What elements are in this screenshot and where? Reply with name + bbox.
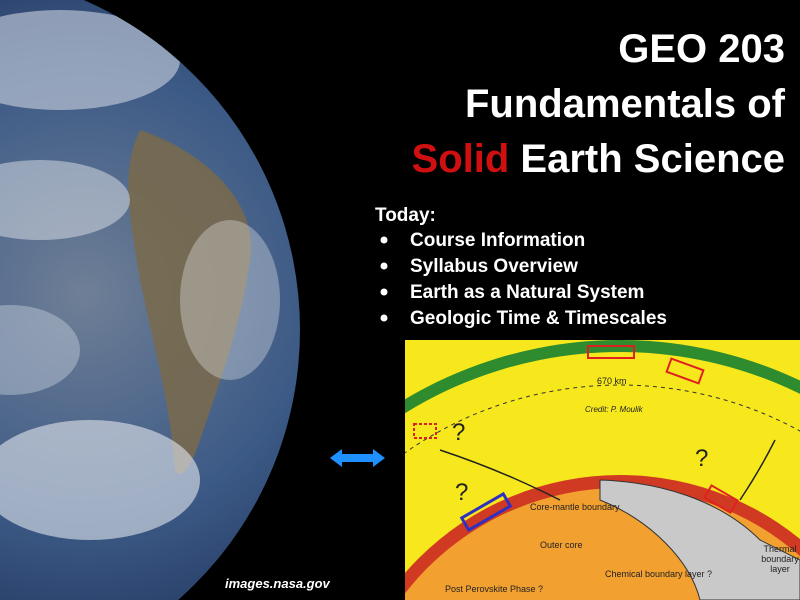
earth-photo [0, 0, 300, 600]
agenda-item: Course Information [410, 230, 585, 251]
title: Solid Earth Science [412, 137, 785, 181]
title-rest: Earth Science [520, 137, 785, 181]
title: Fundamentals of [465, 82, 786, 126]
double-arrow [330, 449, 385, 467]
agenda-item: Syllabus Overview [410, 256, 578, 277]
question-mark: ? [695, 445, 708, 472]
title-red: Solid [412, 137, 510, 181]
agenda-item: Earth as a Natural System [410, 282, 644, 303]
question-mark: ? [455, 479, 468, 506]
depth-label: 670 km [597, 376, 627, 386]
diagram-label: Outer core [540, 540, 583, 550]
agenda-item: Geologic Time & Timescales [410, 308, 667, 329]
title: GEO 203 [618, 27, 785, 71]
agenda-list: Course Information Syllabus Overview Earth… [380, 230, 667, 329]
question-mark: ? [452, 419, 465, 446]
diagram-label: Post Perovskite Phase ? [445, 584, 543, 594]
bullet [380, 262, 388, 270]
diagram-label: Chemical boundary layer ? [605, 569, 712, 579]
bullet [380, 288, 388, 296]
earth-interior-diagram [405, 340, 800, 600]
diagram-label: Thermal boundary layer [761, 544, 799, 574]
agenda-heading: Today: [375, 205, 436, 226]
diagram-labels: 670 km Credit: P. Moulik ? ? ? Core-mant… [445, 376, 799, 594]
bullet [380, 314, 388, 322]
diagram-credit: Credit: P. Moulik [585, 405, 644, 414]
bullet [380, 236, 388, 244]
image-credit: images.nasa.gov [225, 576, 331, 591]
diagram-label: Core-mantle boundary [530, 502, 620, 512]
